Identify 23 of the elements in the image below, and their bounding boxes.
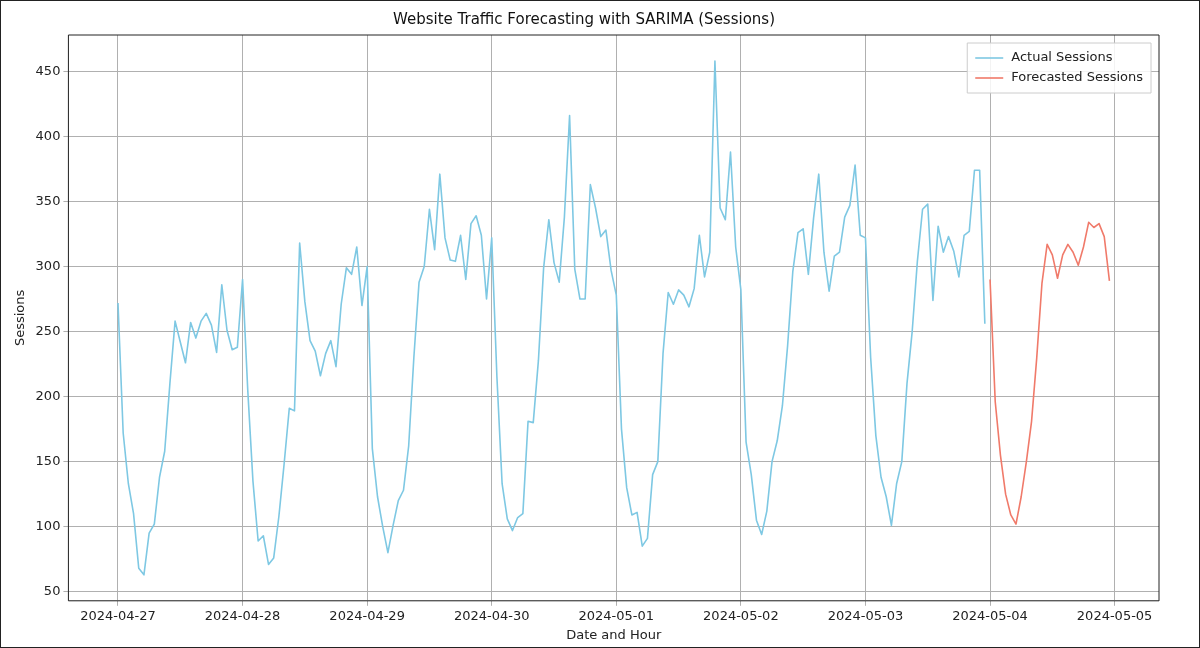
y-tick-label: 200: [35, 387, 61, 403]
y-tick-label: 250: [35, 322, 61, 338]
y-tick-label: 400: [35, 127, 61, 143]
x-tick-label: 2024-04-28: [204, 607, 281, 623]
x-tick-label: 2024-04-27: [80, 607, 156, 623]
x-tick-label: 2024-05-04: [952, 607, 1028, 623]
x-axis-title: Date and Hour: [566, 626, 662, 642]
y-tick-label: 50: [43, 583, 61, 599]
x-tick-label: 2024-05-05: [1076, 607, 1153, 623]
legend-label: Forecasted Sessions: [1011, 69, 1144, 85]
y-axis-title: Sessions: [12, 289, 28, 347]
y-tick-label: 100: [35, 518, 61, 534]
x-tick-label: 2024-05-02: [703, 607, 779, 623]
y-tick-label: 150: [35, 453, 61, 468]
x-tick-label: 2024-04-30: [453, 607, 530, 623]
y-tick-label: 350: [35, 192, 61, 208]
y-tick-label: 450: [35, 62, 61, 78]
x-tick-label: 2024-04-29: [329, 607, 405, 623]
legend-label: Actual Sessions: [1011, 49, 1113, 65]
x-tick-label: 2024-05-01: [578, 607, 655, 623]
y-tick-label: 300: [35, 257, 61, 273]
chart-title: Website Traffic Forecasting with SARIMA (Sessions): [392, 9, 776, 28]
x-tick-label: 2024-05-03: [827, 607, 904, 623]
